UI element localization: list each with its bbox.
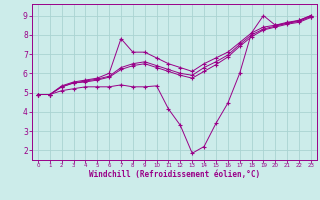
X-axis label: Windchill (Refroidissement éolien,°C): Windchill (Refroidissement éolien,°C) xyxy=(89,170,260,179)
